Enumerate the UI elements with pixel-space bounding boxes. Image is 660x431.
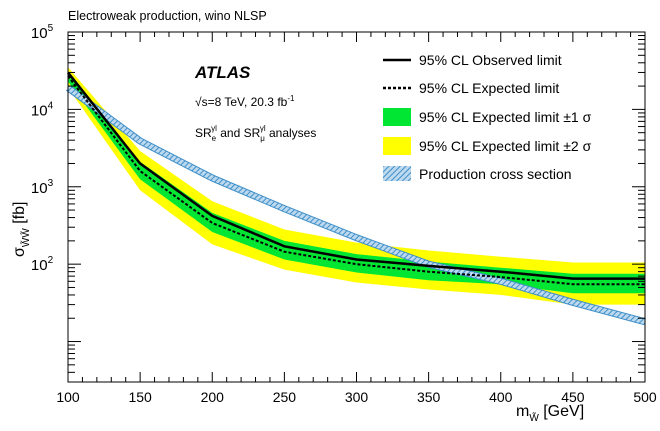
legend-1sigma-label: 95% CL Expected limit ±1 σ [419, 109, 592, 125]
x-tick-label: 300 [345, 389, 369, 405]
y-tick-label: 103 [31, 178, 54, 197]
legend-2sigma-label: 95% CL Expected limit ±2 σ [419, 138, 592, 154]
plot-annotations: ATLAS √s=8 TeV, 20.3 fb-1 SReγl and SRμγ… [194, 63, 316, 143]
xsec-band-hatch [66, 85, 646, 325]
x-tick-label: 150 [128, 389, 152, 405]
x-tick-label: 250 [273, 389, 297, 405]
y-tick-label: 102 [31, 255, 54, 274]
uncertainty-bands [68, 67, 645, 305]
legend-xsec-swatch [383, 166, 411, 181]
legend-expected-label: 95% CL Expected limit [419, 80, 559, 96]
legend-1sigma-swatch [383, 108, 411, 126]
signal-regions-label: SReγl and SRμγl analyses [195, 124, 316, 143]
observed-limit-line [67, 71, 645, 280]
limit-lines [65, 71, 646, 326]
expected-limit-line [67, 75, 645, 286]
x-tick-label: 200 [201, 389, 225, 405]
x-tick-label: 400 [489, 389, 513, 405]
x-axis-label: mW̃ [GeV] [516, 403, 584, 424]
y-tick-label: 105 [31, 23, 54, 42]
x-tick-label: 100 [56, 389, 80, 405]
legend-2sigma-swatch [383, 137, 411, 155]
legend: 95% CL Observed limit 95% CL Expected li… [383, 52, 592, 182]
atlas-label: ATLAS [194, 63, 251, 82]
chart-title: Electroweak production, wino NLSP [68, 9, 267, 23]
x-tick-label: 350 [417, 389, 441, 405]
x-tick-label: 450 [561, 389, 585, 405]
axes: 100 150 200 250 300 350 400 450 500 102 103 104 105 [31, 23, 657, 405]
legend-observed-label: 95% CL Observed limit [419, 52, 562, 68]
energy-lumi-label: √s=8 TeV, 20.3 fb-1 [195, 94, 295, 109]
y-tick-label: 104 [31, 100, 54, 119]
x-tick-label: 500 [633, 389, 657, 405]
legend-xsec-label: Production cross section [419, 166, 572, 182]
y-axis-label: σW̃W̃ [fb] [11, 202, 32, 257]
